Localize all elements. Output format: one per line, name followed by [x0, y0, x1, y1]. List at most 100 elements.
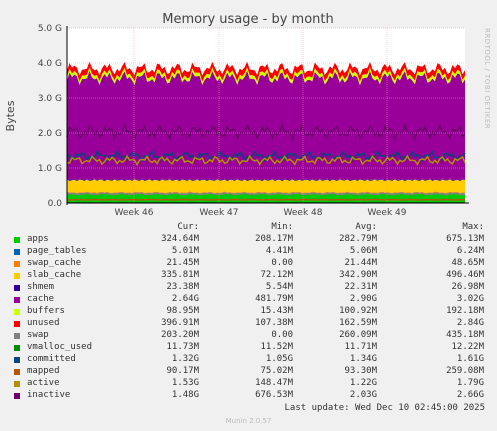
- area-slab_cache: [67, 179, 465, 193]
- legend-swatch: [14, 393, 20, 399]
- y-tick-label: 0.0: [48, 199, 63, 209]
- legend-name: committed: [27, 354, 76, 364]
- legend-header: Cur: Min: Avg: Max:: [0, 222, 497, 234]
- legend-cur: 2.64G: [171, 294, 199, 304]
- legend-avg: 162.59M: [339, 318, 377, 328]
- legend-min: 15.43M: [260, 306, 293, 316]
- legend-swatch: [14, 333, 20, 339]
- legend-min: 0.00: [271, 258, 293, 268]
- legend-cur: 1.32G: [171, 354, 199, 364]
- legend-row-vmalloc_used: vmalloc_used 11.73M 11.52M 11.71M 12.22M: [0, 342, 497, 354]
- legend-row-slab_cache: slab_cache 335.81M 72.12M 342.90M 496.46M: [0, 270, 497, 282]
- legend-name: swap_cache: [27, 258, 82, 268]
- legend-cur: 90.17M: [166, 366, 199, 376]
- legend-swatch: [14, 273, 20, 279]
- side-text: RRDTOOL / TOBI OETIKER: [483, 28, 491, 129]
- legend-rows: apps 324.64M 208.17M 282.79M 675.13M page_tab…: [0, 234, 497, 402]
- legend-name: apps: [27, 234, 49, 244]
- legend-max: 2.66G: [456, 390, 484, 400]
- area-buffers: [67, 66, 465, 86]
- legend-swatch: [14, 357, 20, 363]
- legend-max: 48.65M: [451, 258, 484, 268]
- legend-swatch: [14, 261, 20, 267]
- legend-cur: 5.01M: [171, 246, 199, 256]
- area-swap_cache: [67, 191, 465, 194]
- legend-avg: 2.90G: [349, 294, 377, 304]
- legend-name: buffers: [27, 306, 65, 316]
- legend-avg: 21.44M: [344, 258, 377, 268]
- area-shmem: [67, 178, 465, 182]
- legend-name: inactive: [27, 390, 71, 400]
- legend-min: 75.02M: [260, 366, 293, 376]
- x-tick-label: Week 49: [368, 208, 407, 218]
- legend-name: unused: [27, 318, 60, 328]
- legend-avg: 93.30M: [344, 366, 377, 376]
- legend-row-swap: swap 203.20M 0.00 260.09M 435.18M: [0, 330, 497, 342]
- legend-cur: 335.81M: [161, 270, 199, 280]
- legend-name: swap: [27, 330, 49, 340]
- legend-cur: 11.73M: [166, 342, 199, 352]
- legend-cur: 203.20M: [161, 330, 199, 340]
- legend-min: 5.54M: [265, 282, 293, 292]
- line-mapped: [66, 198, 466, 201]
- legend-cur: 21.45M: [166, 258, 199, 268]
- legend-avg: 5.06M: [349, 246, 377, 256]
- y-tick-label: 1.0 G: [38, 164, 62, 174]
- x-tick-label: Week 48: [284, 208, 323, 218]
- line-swap: [66, 192, 466, 196]
- legend-avg: 260.09M: [339, 330, 377, 340]
- legend-header-avg: Avg:: [355, 222, 377, 232]
- legend-name: slab_cache: [27, 270, 82, 280]
- legend-max: 435.18M: [446, 330, 484, 340]
- legend-cur: 23.38M: [166, 282, 199, 292]
- legend-header-cur: Cur:: [177, 222, 199, 232]
- legend-header-max: Max:: [462, 222, 484, 232]
- legend-min: 11.52M: [260, 342, 293, 352]
- legend-min: 107.38M: [255, 318, 293, 328]
- line-inactive: [66, 122, 466, 142]
- legend-name: vmalloc_used: [27, 342, 93, 352]
- legend-cur: 1.53G: [171, 378, 199, 388]
- legend-max: 1.79G: [456, 378, 484, 388]
- legend-swatch: [14, 249, 20, 255]
- legend-max: 6.24M: [456, 246, 484, 256]
- legend-row-cache: cache 2.64G 481.79M 2.90G 3.02G: [0, 294, 497, 306]
- x-tick-label: Week 47: [200, 208, 239, 218]
- legend-row-mapped: mapped 90.17M 75.02M 93.30M 259.08M: [0, 366, 497, 378]
- legend-max: 3.02G: [456, 294, 484, 304]
- legend-min: 481.79M: [255, 294, 293, 304]
- legend-avg: 22.31M: [344, 282, 377, 292]
- legend-name: shmem: [27, 282, 55, 292]
- legend-row-unused: unused 396.91M 107.38M 162.59M 2.84G: [0, 318, 497, 330]
- legend-swatch: [14, 321, 20, 327]
- legend-avg: 282.79M: [339, 234, 377, 244]
- y-tick-label: 2.0 G: [38, 129, 62, 139]
- legend-name: page_tables: [27, 246, 87, 256]
- x-tick-label: Week 46: [115, 208, 154, 218]
- legend: Cur: Min: Avg: Max: apps 324.64M 208.17M 28…: [0, 222, 497, 402]
- line-active: [66, 154, 466, 167]
- legend-min: 0.00: [271, 330, 293, 340]
- legend-min: 4.41M: [265, 246, 293, 256]
- y-tick-label: 4.0 G: [38, 59, 62, 69]
- legend-max: 26.98M: [451, 282, 484, 292]
- legend-cur: 396.91M: [161, 318, 199, 328]
- legend-cur: 98.95M: [166, 306, 199, 316]
- legend-max: 192.18M: [446, 306, 484, 316]
- legend-swatch: [14, 297, 20, 303]
- legend-name: cache: [27, 294, 55, 304]
- line-committed: [66, 150, 466, 163]
- legend-avg: 1.22G: [349, 378, 377, 388]
- legend-max: 12.22M: [451, 342, 484, 352]
- memory-chart: Memory usage - by month Bytes RRDTOOL / …: [4, 12, 491, 218]
- legend-min: 1.05G: [265, 354, 293, 364]
- legend-row-shmem: shmem 23.38M 5.54M 22.31M 26.98M: [0, 282, 497, 294]
- y-axis-label: Bytes: [4, 100, 17, 131]
- legend-avg: 1.34G: [349, 354, 377, 364]
- legend-row-swap_cache: swap_cache 21.45M 0.00 21.44M 48.65M: [0, 258, 497, 270]
- legend-min: 208.17M: [255, 234, 293, 244]
- legend-max: 1.61G: [456, 354, 484, 364]
- y-tick-label: 5.0 G: [38, 24, 62, 34]
- legend-max: 496.46M: [446, 270, 484, 280]
- legend-swatch: [14, 285, 20, 291]
